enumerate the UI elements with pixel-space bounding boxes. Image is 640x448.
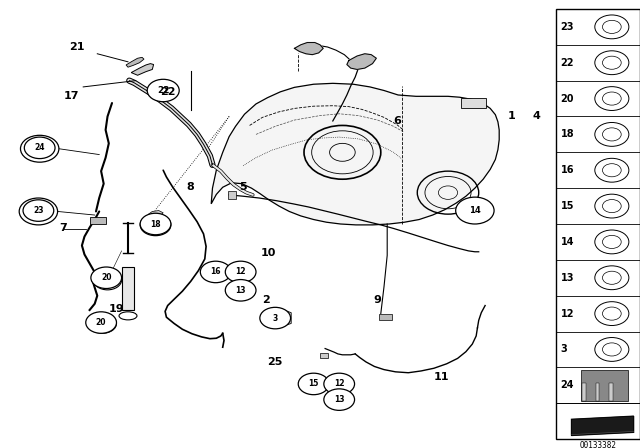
Bar — [461, 98, 486, 108]
Circle shape — [260, 307, 291, 329]
Bar — [228, 191, 236, 199]
Circle shape — [86, 312, 116, 333]
Text: 24: 24 — [561, 380, 574, 390]
Text: 24: 24 — [34, 144, 45, 153]
Circle shape — [324, 389, 355, 410]
Ellipse shape — [119, 312, 137, 320]
Circle shape — [456, 197, 494, 224]
Text: 4: 4 — [532, 112, 540, 121]
Text: 3: 3 — [273, 314, 278, 323]
Text: 14: 14 — [561, 237, 574, 247]
Text: 6: 6 — [393, 116, 401, 126]
Circle shape — [19, 198, 58, 225]
Text: 24: 24 — [35, 143, 45, 152]
Text: 20: 20 — [102, 277, 113, 283]
Text: 14: 14 — [469, 206, 481, 215]
Bar — [320, 353, 328, 358]
Polygon shape — [572, 416, 634, 435]
Text: 21: 21 — [69, 42, 84, 52]
Text: 9: 9 — [374, 295, 381, 305]
Text: 22: 22 — [160, 87, 175, 97]
Polygon shape — [126, 57, 144, 67]
Text: 22: 22 — [561, 58, 574, 68]
Bar — [122, 267, 134, 310]
Circle shape — [23, 200, 54, 221]
Text: 20: 20 — [97, 320, 108, 327]
Text: 20: 20 — [101, 273, 111, 282]
Circle shape — [140, 213, 171, 235]
Text: 7: 7 — [59, 224, 67, 233]
Text: 22: 22 — [157, 86, 170, 95]
Circle shape — [225, 261, 256, 283]
Text: 18: 18 — [150, 220, 161, 229]
Circle shape — [140, 214, 171, 236]
Circle shape — [24, 137, 55, 159]
Bar — [379, 314, 392, 320]
Text: 5: 5 — [239, 182, 247, 192]
Polygon shape — [131, 64, 154, 75]
Circle shape — [200, 261, 231, 283]
Bar — [596, 383, 599, 401]
Circle shape — [20, 135, 59, 162]
Text: 12: 12 — [236, 267, 246, 276]
Text: 16: 16 — [561, 165, 574, 175]
Text: 23: 23 — [561, 22, 574, 32]
Text: 1: 1 — [508, 112, 516, 121]
Circle shape — [147, 79, 179, 102]
Polygon shape — [347, 54, 376, 69]
Text: 15: 15 — [561, 201, 574, 211]
Text: 13: 13 — [561, 273, 574, 283]
Circle shape — [91, 267, 122, 289]
Text: 23: 23 — [33, 206, 44, 215]
Text: 2: 2 — [262, 295, 269, 305]
Circle shape — [298, 373, 329, 395]
Polygon shape — [148, 211, 163, 217]
Text: 19: 19 — [109, 304, 124, 314]
Text: 12: 12 — [561, 309, 574, 319]
Text: 12: 12 — [334, 379, 344, 388]
Circle shape — [225, 280, 256, 301]
Polygon shape — [211, 83, 499, 225]
Bar — [90, 217, 106, 224]
Text: 18: 18 — [150, 220, 161, 228]
Text: 13: 13 — [236, 286, 246, 295]
Text: 10: 10 — [261, 248, 276, 258]
Text: 18: 18 — [561, 129, 574, 139]
Circle shape — [324, 373, 355, 395]
Circle shape — [93, 270, 122, 290]
Bar — [581, 370, 628, 401]
Text: 3: 3 — [561, 345, 568, 354]
Polygon shape — [268, 309, 291, 327]
Polygon shape — [294, 43, 323, 55]
Text: 8: 8 — [187, 182, 195, 192]
Text: 13: 13 — [334, 395, 344, 404]
Bar — [609, 383, 613, 401]
Bar — [582, 383, 586, 401]
Text: 20: 20 — [96, 318, 106, 327]
Text: 25: 25 — [268, 357, 283, 367]
Text: 11: 11 — [434, 372, 449, 382]
Text: 17: 17 — [64, 91, 79, 101]
Text: 16: 16 — [211, 267, 221, 276]
Text: 15: 15 — [308, 379, 319, 388]
Circle shape — [88, 314, 116, 333]
Text: O0133382: O0133382 — [579, 441, 616, 448]
Bar — [556, 9, 640, 439]
Text: 20: 20 — [561, 94, 574, 103]
Text: 23: 23 — [33, 207, 44, 216]
